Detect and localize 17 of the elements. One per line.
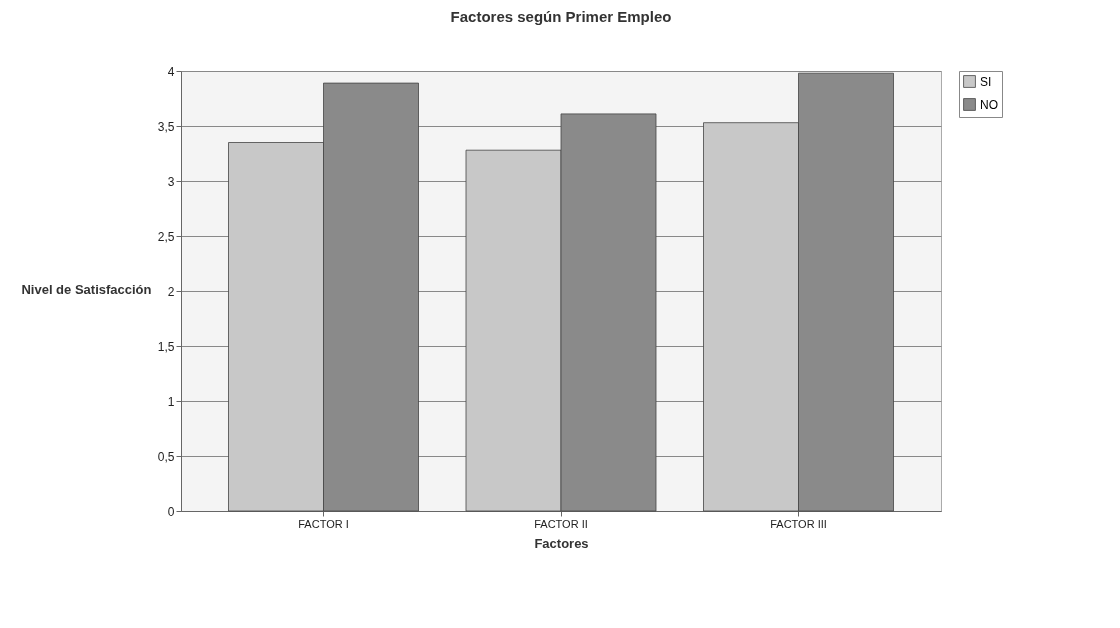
y-tick-label: 1 bbox=[167, 394, 175, 409]
x-tick-label: FACTOR II bbox=[534, 517, 588, 530]
y-tick-label: 2 bbox=[167, 284, 175, 299]
x-tick-label: FACTOR III bbox=[770, 517, 827, 530]
y-tick-label: 0,5 bbox=[157, 449, 175, 464]
y-tick-label: 1,5 bbox=[157, 339, 175, 354]
y-tick-label: 3,5 bbox=[157, 119, 175, 134]
y-tick-label: 2,5 bbox=[157, 229, 175, 244]
x-axis-title: Factores bbox=[534, 535, 589, 551]
legend-label: NO bbox=[980, 97, 998, 112]
y-tick-label: 3 bbox=[167, 174, 175, 189]
legend-label: SI bbox=[980, 74, 992, 89]
chart-title: Factores según Primer Empleo bbox=[450, 8, 672, 25]
y-tick-label: 0 bbox=[167, 504, 175, 519]
x-tick-label: FACTOR I bbox=[298, 517, 349, 530]
y-tick-label: 4 bbox=[167, 64, 175, 79]
y-axis-title: Nivel de Satisfacción bbox=[21, 281, 152, 297]
